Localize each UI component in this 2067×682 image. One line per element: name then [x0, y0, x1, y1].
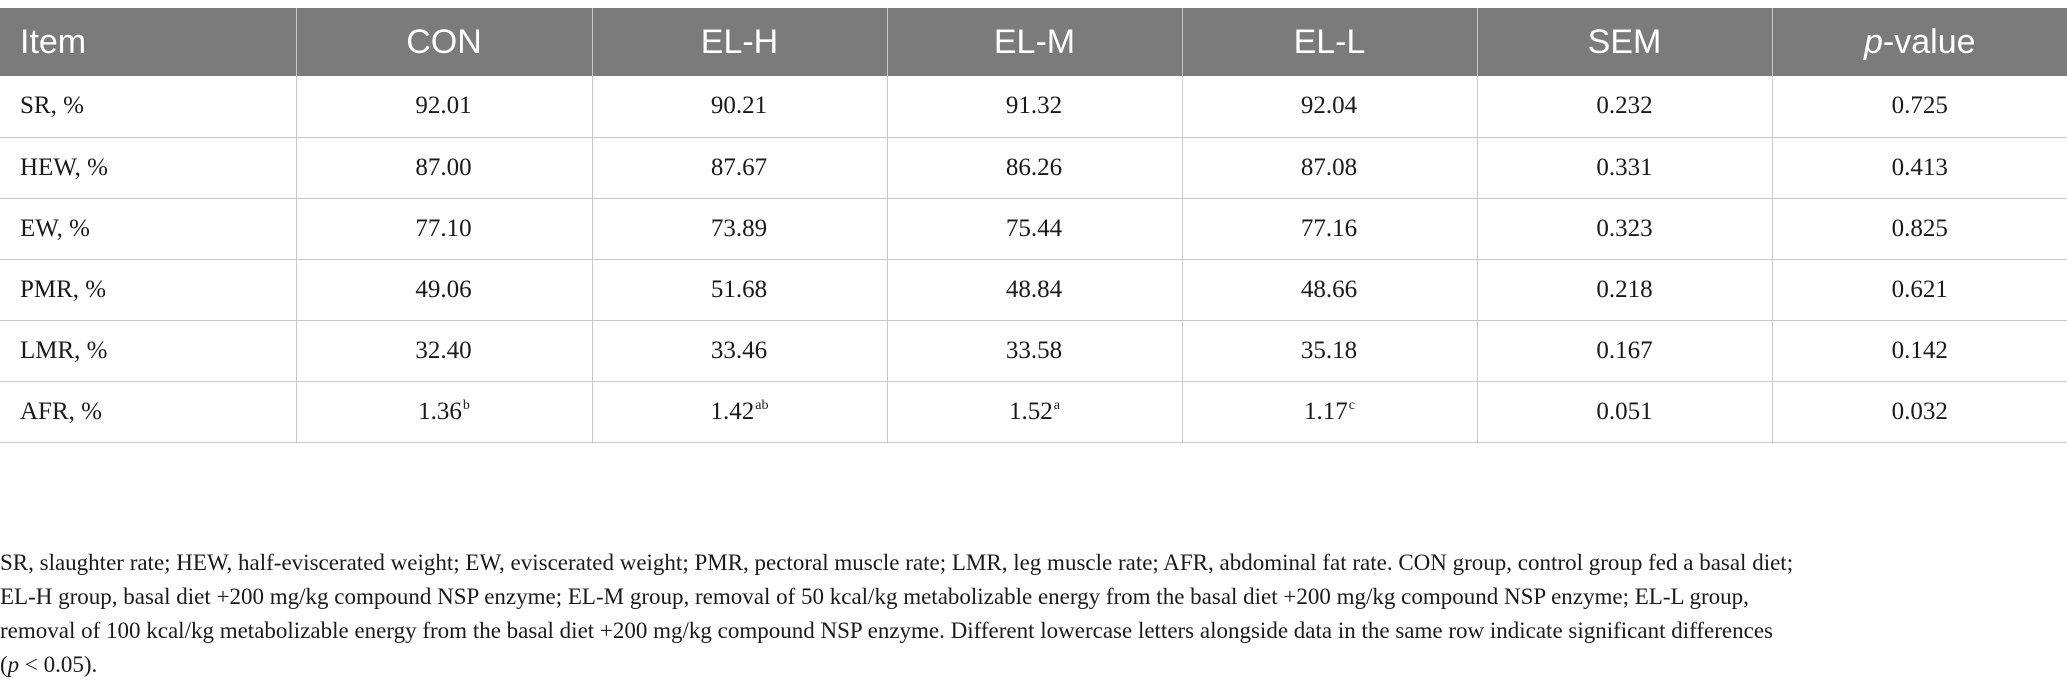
cell-con: 1.36b	[295, 381, 592, 442]
table-row: HEW, % 87.00 87.67 86.26 87.08 0.331 0.4…	[0, 137, 2067, 198]
cell-value: 92.01	[415, 92, 472, 120]
table-row: AFR, % 1.36b 1.42ab 1.52a 1.17c 0.051 0.…	[0, 381, 2067, 442]
cell-value: 48.66	[1300, 275, 1358, 303]
row-item: LMR, %	[20, 336, 108, 364]
cell-p-value: 0.621	[1771, 259, 2067, 320]
significance-letter: a	[1053, 398, 1060, 414]
cell-el-m: 86.26	[886, 137, 1182, 198]
table-row: PMR, % 49.06 51.68 48.84 48.66 0.218 0.6…	[0, 259, 2067, 320]
cell-value: 91.32	[1005, 92, 1063, 120]
cell-p-value: 0.032	[1771, 381, 2067, 442]
cell-sem: 0.218	[1476, 259, 1772, 320]
cell-value: 86.26	[1005, 153, 1063, 181]
significance-letter: b	[462, 398, 470, 414]
cell-value: 92.04	[1300, 92, 1358, 120]
header-sem: SEM	[1476, 8, 1772, 76]
cell-con: 32.40	[295, 320, 592, 381]
cell-sem: 0.232	[1476, 76, 1772, 137]
cell-con: 49.06	[295, 259, 592, 320]
cell-value: 77.10	[415, 214, 472, 242]
cell-el-h: 87.67	[591, 137, 887, 198]
cell-value: 87.67	[710, 153, 768, 181]
cell-el-l: 35.18	[1181, 320, 1477, 381]
table-row: SR, % 92.01 90.21 91.32 92.04 0.232 0.72…	[0, 76, 2067, 137]
cell-el-h: 51.68	[591, 259, 887, 320]
cell-el-l: 48.66	[1181, 259, 1477, 320]
cell-sem: 0.051	[1476, 381, 1772, 442]
row-item: SR, %	[20, 92, 84, 120]
cell-sem: 0.323	[1476, 198, 1772, 259]
cell-value: 1.52	[1009, 397, 1053, 425]
footnote-line: EL-H group, basal diet +200 mg/kg compou…	[0, 584, 1749, 609]
cell-el-h: 73.89	[591, 198, 887, 259]
cell-value: 33.46	[710, 336, 768, 364]
footnote-line: (p < 0.05).	[0, 648, 2060, 682]
cell-value: 73.89	[710, 214, 768, 242]
table-footnote: SR, slaughter rate; HEW, half-eviscerate…	[0, 546, 2060, 682]
row-item: HEW, %	[20, 153, 108, 181]
cell-el-m: 1.52a	[886, 381, 1182, 442]
header-row: Item CON EL-H EL-M EL-L SEM p-value	[0, 8, 2067, 76]
cell-value: 1.42	[710, 397, 755, 425]
footnote-paren: (	[0, 652, 8, 677]
footnote-p-italic: p	[7, 652, 20, 677]
significance-letter: ab	[755, 398, 769, 414]
results-table-container: Item CON EL-H EL-M EL-L SEM p-value SR, …	[0, 8, 2067, 443]
header-el-h: EL-H	[591, 8, 887, 76]
cell-value: 35.18	[1300, 336, 1358, 364]
row-item: EW, %	[20, 214, 90, 242]
cell-el-h: 90.21	[591, 76, 887, 137]
cell-el-h: 33.46	[591, 320, 887, 381]
cell-el-m: 33.58	[886, 320, 1182, 381]
cell-con: 87.00	[295, 137, 592, 198]
cell-el-m: 91.32	[886, 76, 1182, 137]
cell-value: 87.08	[1300, 153, 1358, 181]
footnote-line: SR, slaughter rate; HEW, half-eviscerate…	[0, 550, 1794, 575]
row-item: PMR, %	[20, 275, 107, 303]
cell-p-value: 0.413	[1771, 137, 2067, 198]
cell-con: 77.10	[295, 198, 592, 259]
table-row: EW, % 77.10 73.89 75.44 77.16 0.323 0.82…	[0, 198, 2067, 259]
cell-el-h: 1.42ab	[591, 381, 887, 442]
header-con: CON	[295, 8, 592, 76]
cell-value: 90.21	[710, 92, 768, 120]
header-item: Item	[20, 22, 87, 61]
cell-con: 92.01	[295, 76, 592, 137]
cell-value: 48.84	[1005, 275, 1063, 303]
cell-el-l: 87.08	[1181, 137, 1477, 198]
footnote-p-threshold: < 0.05).	[19, 652, 98, 677]
cell-value: 87.00	[415, 153, 472, 181]
header-p-italic: p	[1863, 22, 1883, 61]
row-item: AFR, %	[20, 397, 102, 425]
significance-letter: c	[1348, 398, 1355, 414]
header-p-suffix: -value	[1882, 22, 1976, 61]
cell-value: 32.40	[415, 336, 472, 364]
cell-el-l: 92.04	[1181, 76, 1477, 137]
table-row: LMR, % 32.40 33.46 33.58 35.18 0.167 0.1…	[0, 320, 2067, 381]
cell-value: 77.16	[1300, 214, 1358, 242]
cell-value: 51.68	[710, 275, 768, 303]
table-body: SR, % 92.01 90.21 91.32 92.04 0.232 0.72…	[0, 76, 2067, 442]
cell-value: 33.58	[1005, 336, 1063, 364]
cell-p-value: 0.725	[1771, 76, 2067, 137]
cell-el-m: 48.84	[886, 259, 1182, 320]
carcass-traits-table: Item CON EL-H EL-M EL-L SEM p-value SR, …	[0, 8, 2067, 443]
cell-value: 75.44	[1005, 214, 1063, 242]
cell-sem: 0.331	[1476, 137, 1772, 198]
cell-el-l: 1.17c	[1181, 381, 1477, 442]
cell-el-m: 75.44	[886, 198, 1182, 259]
footnote-line: removal of 100 kcal/kg metabolizable ene…	[0, 618, 1773, 643]
cell-value: 49.06	[415, 275, 472, 303]
cell-p-value: 0.142	[1771, 320, 2067, 381]
cell-p-value: 0.825	[1771, 198, 2067, 259]
cell-el-l: 77.16	[1181, 198, 1477, 259]
cell-sem: 0.167	[1476, 320, 1772, 381]
header-el-l: EL-L	[1181, 8, 1477, 76]
header-p-value: p-value	[1771, 8, 2067, 76]
header-el-m: EL-M	[886, 8, 1182, 76]
cell-value: 1.17	[1304, 397, 1348, 425]
cell-value: 1.36	[418, 397, 462, 425]
table-header: Item CON EL-H EL-M EL-L SEM p-value	[0, 8, 2067, 76]
